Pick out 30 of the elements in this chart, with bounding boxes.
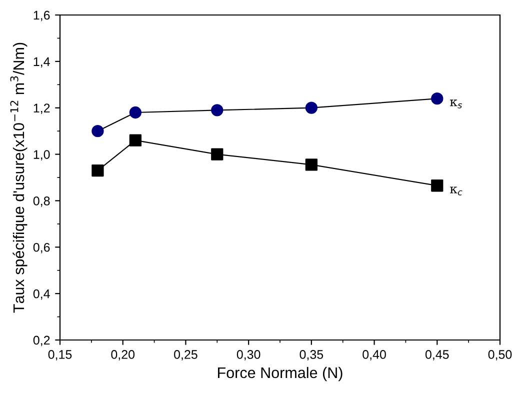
point: [129, 106, 142, 119]
y-tick-label: 0,2: [33, 336, 50, 346]
y-tick-label: 1,0: [34, 150, 50, 160]
x-axis-title: Force Normale (N): [218, 366, 342, 382]
x-tick-label: 0,40: [362, 350, 386, 360]
point: [431, 180, 444, 192]
x-tick-label: 0,15: [48, 350, 72, 360]
series-label: κ$_{s}$: [450, 100, 462, 108]
x-tick-label: 0,45: [425, 350, 449, 360]
x-tick-label: 0,30: [236, 350, 260, 360]
point: [129, 134, 142, 146]
y-tick-label: 0,4: [33, 289, 50, 300]
y-tick-label: 0,8: [33, 196, 50, 207]
x-tick-label: 0,50: [488, 350, 512, 360]
point: [305, 102, 318, 114]
point: [305, 158, 318, 171]
point: [431, 92, 444, 105]
series-label: κ$_{c}$: [450, 186, 462, 196]
y-axis-title: Taux spécifique d'usure(x10$^{−12}$ m$^{3}$/Nm): [10, 42, 28, 313]
point: [211, 104, 224, 116]
y-tick-label: 0,6: [33, 242, 50, 254]
point: [211, 148, 224, 160]
x-tick-label: 0,25: [174, 350, 198, 360]
point: [92, 124, 104, 138]
point: [92, 164, 104, 177]
y-tick-label: 1,6: [34, 10, 50, 22]
y-tick-label: 1,2: [34, 104, 50, 114]
x-tick-label: 0,20: [111, 350, 135, 360]
y-tick-label: 1,4: [34, 57, 50, 68]
x-tick-label: 0,35: [300, 350, 324, 360]
